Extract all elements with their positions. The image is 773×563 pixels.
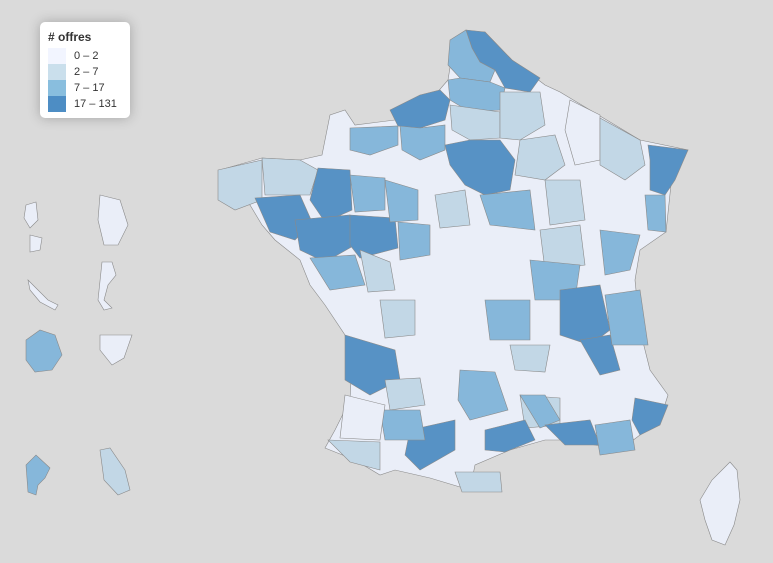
dept-gard	[519, 394, 561, 429]
dept-cotes-armor	[261, 157, 319, 196]
legend-title: # offres	[48, 30, 92, 44]
dept-calvados	[349, 125, 399, 156]
dept-aube	[544, 179, 586, 226]
dept-eure	[399, 124, 446, 161]
dept-pas-de-calais	[447, 29, 496, 83]
dept-charente	[379, 299, 416, 339]
dept-loiret	[434, 189, 471, 229]
dept-meuse	[564, 99, 601, 166]
dept-pyrenees-atlantiques	[327, 439, 381, 471]
dept-bas-rhin	[647, 144, 689, 196]
legend-item: 2 – 7	[48, 64, 122, 80]
dept-oise	[449, 104, 501, 141]
dept-var	[594, 419, 636, 456]
dept-alpes-maritimes	[631, 397, 669, 436]
guyane	[25, 454, 51, 496]
dept-herault	[484, 419, 536, 453]
legend-label: 17 – 131	[74, 98, 117, 110]
dept-landes	[339, 394, 386, 441]
legend-item: 0 – 2	[48, 48, 122, 64]
legend-label: 0 – 2	[74, 50, 99, 62]
dept-mayenne	[349, 174, 386, 213]
dept-haute-vienne	[359, 249, 396, 293]
dept-lot	[457, 369, 509, 421]
mayotte	[99, 334, 133, 366]
dept-maine-et-loire	[349, 214, 399, 259]
dept-pyrenees-orientales	[454, 471, 503, 493]
dept-yonne	[479, 189, 536, 231]
saint-pierre-et-miquelon	[27, 279, 59, 311]
martinique	[97, 194, 129, 246]
dept-haut-rhin	[644, 194, 667, 233]
saint-barthelemy	[97, 261, 117, 311]
legend-swatch-1	[48, 64, 66, 80]
guadeloupe	[23, 201, 43, 253]
dept-moselle	[599, 117, 646, 181]
legend-label: 2 – 7	[74, 66, 99, 78]
dept-marne	[514, 134, 566, 181]
dept-loire-atlantique	[294, 214, 356, 263]
dept-doubs	[599, 229, 641, 276]
corsica	[699, 461, 741, 546]
dept-gers	[379, 409, 426, 441]
legend-swatch-2	[48, 80, 66, 96]
dept-cote-or	[539, 224, 586, 271]
dept-isere	[579, 334, 621, 376]
legend-label: 7 – 17	[74, 82, 105, 94]
dept-savoie	[604, 289, 649, 346]
dept-sarthe	[384, 179, 419, 223]
dept-finistere	[217, 159, 263, 211]
dept-puy-de-dome	[484, 299, 531, 341]
legend-swatch-3	[48, 96, 66, 112]
dept-indre-et-loire	[397, 221, 431, 261]
dept-ile-de-france	[444, 139, 516, 196]
dept-cantal	[509, 344, 551, 373]
map-legend: # offres 0 – 2 2 – 7 7 – 17 17 – 131	[40, 22, 130, 118]
legend-item: 7 – 17	[48, 80, 122, 96]
dept-lot-et-garonne	[384, 377, 426, 411]
legend-swatch-0	[48, 48, 66, 64]
legend-item: 17 – 131	[48, 96, 122, 112]
dept-vendee	[309, 254, 366, 291]
reunion	[25, 329, 63, 373]
mayotte-large	[99, 447, 131, 496]
dept-aisne	[499, 91, 546, 141]
